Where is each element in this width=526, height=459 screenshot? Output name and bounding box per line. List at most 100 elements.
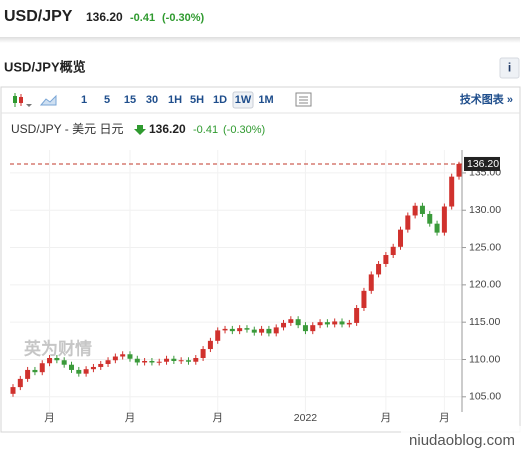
site-badge [401,425,523,455]
interval-button[interactable]: 1H [168,94,182,106]
candle-body [127,354,133,359]
candle-body [449,176,455,207]
candle-body [10,387,16,394]
last-price-label: 136.20 [467,158,499,170]
candle-body [105,360,111,364]
brand-watermark: 英为财情 [24,338,92,358]
candle-body [171,358,177,361]
candle-body [61,360,67,365]
area-icon[interactable] [39,94,57,106]
candle-body [383,255,389,264]
candle-body [25,369,31,379]
candle-body [54,358,60,361]
interval-button[interactable]: 1 [81,94,87,106]
candle-body [156,361,162,363]
candle-body [339,321,345,325]
candle-body [47,358,53,364]
candle-body [405,215,411,230]
y-tick-label: 110.00 [469,353,500,365]
interval-button[interactable]: 1M [258,94,273,106]
change-pct: (-0.30%) [162,12,205,24]
chart-change: -0.41 [193,124,218,136]
candle-body [32,369,38,373]
x-tick-label: 月 [44,412,55,424]
candle-body [376,263,382,275]
candle-body [317,322,323,326]
candle-body [259,328,265,333]
interval-button[interactable]: 1D [213,94,227,106]
candle-body [390,246,396,256]
site-watermark: niudaoblog.com [409,432,515,449]
candle-body [39,363,45,373]
candle-body [185,360,191,362]
info-label: i [508,61,511,75]
settings-icon[interactable] [295,92,312,107]
candle-body [207,340,213,350]
last-price-tag [464,156,500,171]
candle-body [456,163,462,177]
candle-body [412,205,418,216]
section-title: USD/JPY概览 [4,59,86,74]
info-button[interactable] [499,57,520,79]
interval-button[interactable]: 5H [190,94,204,106]
plot: 105.00110.00115.00120.00125.00130.00135.… [10,150,501,424]
interval-selected [232,91,254,109]
candle-body [112,356,118,361]
y-tick-label: 130.00 [469,204,501,216]
x-tick-label: 月 [381,412,392,424]
price: 136.20 [86,10,123,24]
candle-body [98,363,104,367]
candle-body [273,327,279,334]
x-tick-label: 月 [125,412,136,424]
candle-body [427,213,433,224]
x-tick-label: 月 [212,412,223,424]
y-tick-label: 115.00 [469,316,500,328]
candle-body [251,329,257,333]
interval-button[interactable]: 30 [146,94,158,106]
tech-chart-link[interactable]: 技术图表 » [460,92,513,106]
candle-body [368,274,374,291]
symbol: USD/JPY [4,8,73,25]
interval-buttons: 1 5 15 30 1H 5H 1D 1W 1M [81,91,274,109]
candle-body [68,364,74,370]
candle-body [164,358,170,362]
chart-frame [0,86,521,433]
y-tick-label: 105.00 [469,391,501,403]
y-tick-label: 125.00 [469,241,501,253]
candle-body [142,360,148,363]
down-arrow [134,125,146,135]
candle-body [120,354,126,357]
interval-button[interactable]: 15 [124,94,136,106]
candle-body [281,322,287,328]
candle-body [354,308,360,323]
candle-body [346,322,352,325]
candle-body [200,349,206,358]
candle-body [178,360,184,362]
x-tick-label: 月 [439,412,450,424]
candle-icon[interactable] [13,93,32,107]
chart-change-pct: (-0.30%) [223,124,265,136]
interval-button[interactable]: 5 [104,94,110,106]
candle-body [193,358,199,362]
candle-body [324,322,330,325]
candle-body [222,328,228,331]
candle-body [76,369,82,374]
candle-body [229,328,235,332]
candle-body [295,319,301,326]
candle-body [237,328,243,332]
candle-body [419,205,425,214]
y-tick-label: 120.00 [469,279,501,291]
candle-body [90,366,96,370]
candle-body [17,378,23,388]
candle-body [134,358,140,363]
chart-price: 136.20 [149,122,186,136]
interval-button[interactable]: 1W [235,94,252,106]
x-tick-label: 2022 [294,412,318,424]
candle-body [244,328,250,330]
candle-body [434,223,440,233]
candle-body [215,330,221,341]
candle-body [398,229,404,247]
candle-body [288,319,294,323]
